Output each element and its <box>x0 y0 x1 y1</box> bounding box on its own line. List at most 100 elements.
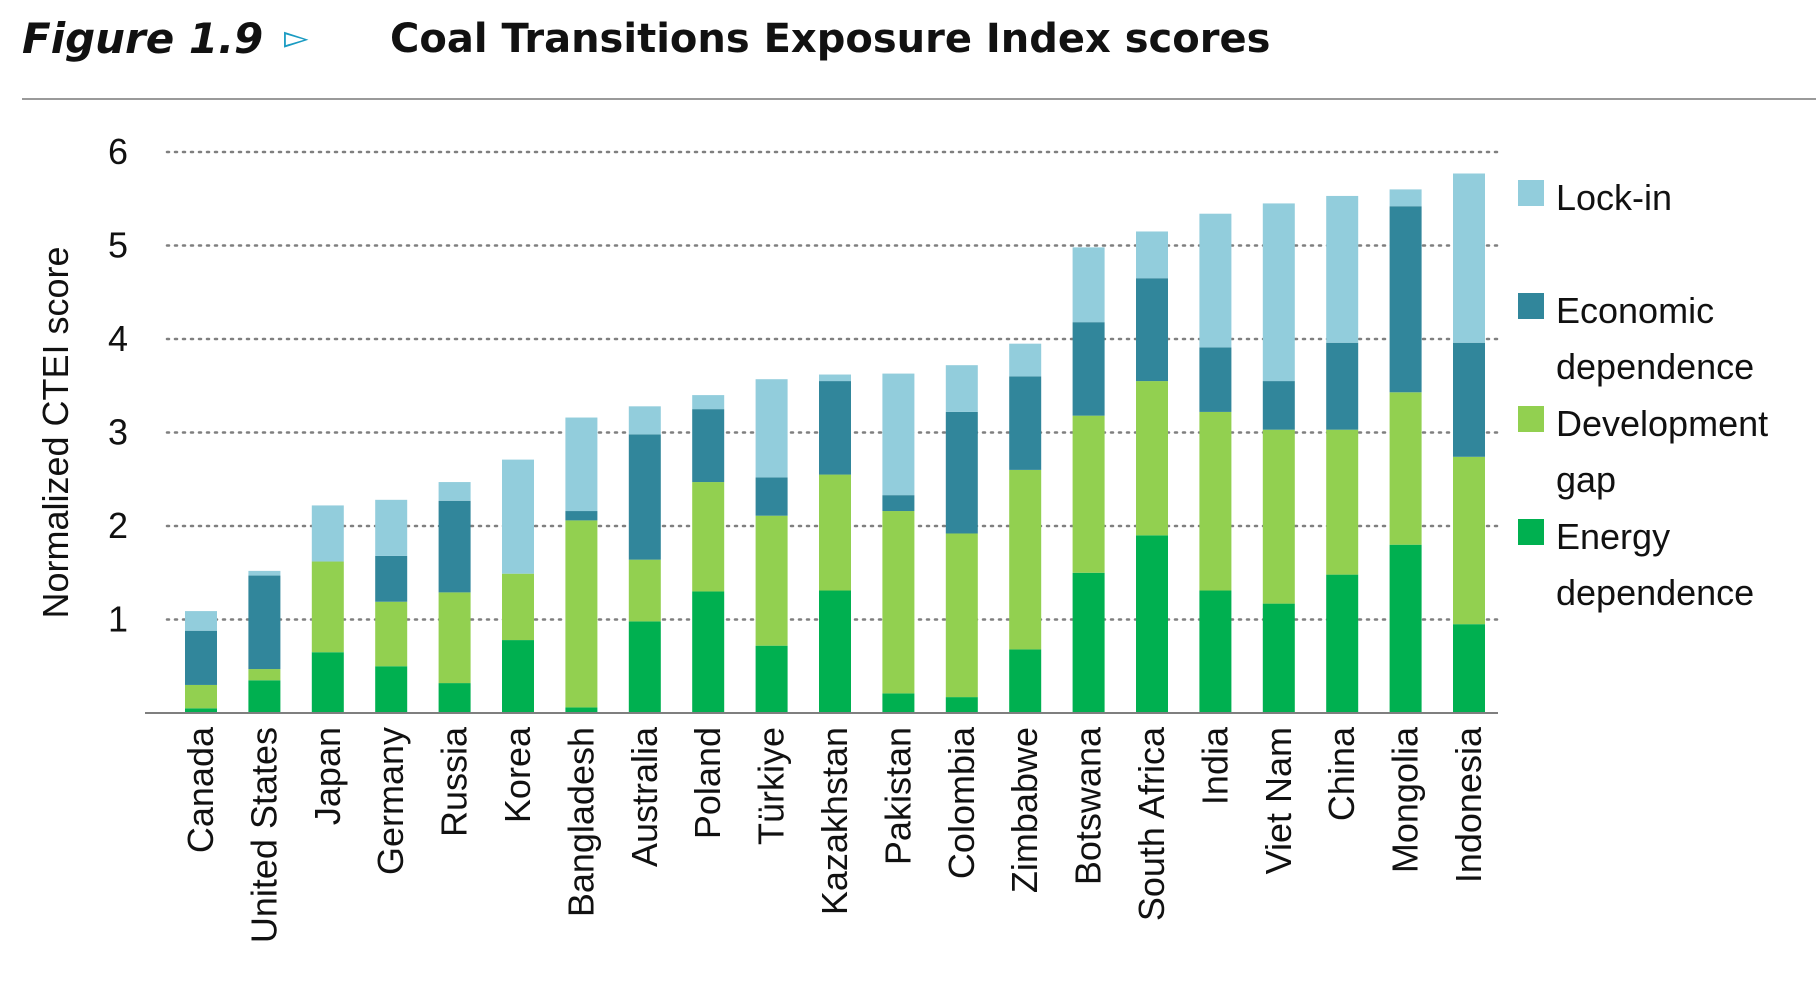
bar-segment-lock-in <box>819 374 851 382</box>
bar-segment-development-gap <box>1326 429 1359 575</box>
y-tick-label: 2 <box>108 505 128 546</box>
bar-segment-lock-in <box>945 365 978 412</box>
bar-segment-lock-in <box>628 406 661 435</box>
bar-segment-economic-dependence <box>1072 322 1105 416</box>
x-tick-label: Indonesia <box>1448 726 1489 883</box>
bar-segment-economic-dependence <box>1136 278 1168 382</box>
bar-segment-lock-in <box>1136 231 1168 279</box>
legend-label: Development gap <box>1556 396 1806 508</box>
legend-swatch <box>1518 406 1544 432</box>
bar-segment-development-gap <box>1199 411 1232 591</box>
bar-segment-economic-dependence <box>882 495 915 512</box>
bar-segment-lock-in <box>1262 203 1295 382</box>
bar-segment-lock-in <box>185 611 217 631</box>
bar-segment-economic-dependence <box>819 381 851 475</box>
bar-segment-development-gap <box>945 533 978 698</box>
y-tick-label: 3 <box>108 412 128 453</box>
bar-segment-development-gap <box>1453 456 1485 625</box>
bar-segment-economic-dependence <box>438 500 471 593</box>
bar-segment-development-gap <box>628 559 661 622</box>
bar-segment-economic-dependence <box>565 511 598 521</box>
x-tick-label: Colombia <box>941 726 982 879</box>
x-tick-label: China <box>1321 726 1362 821</box>
bar-segment-economic-dependence <box>628 434 661 560</box>
bar-segment-energy-dependence <box>755 645 788 713</box>
bar-segment-lock-in <box>438 482 471 501</box>
bar-segment-lock-in <box>1199 213 1232 348</box>
bar-segment-energy-dependence <box>628 621 661 713</box>
y-tick-label: 5 <box>108 225 128 266</box>
bar-segment-energy-dependence <box>502 640 534 713</box>
bar-segment-lock-in <box>1072 247 1105 323</box>
bar-segment-development-gap <box>882 511 915 694</box>
x-tick-label: Türkiye <box>751 727 792 845</box>
bar-segment-economic-dependence <box>692 409 725 483</box>
bar-segment-energy-dependence <box>248 680 281 713</box>
bar-segment-development-gap <box>1072 415 1105 573</box>
bar-segment-lock-in <box>311 505 344 562</box>
legend-label-line: Lock-in <box>1556 177 1673 218</box>
bar-segment-energy-dependence <box>882 693 915 713</box>
bar-segment-energy-dependence <box>1389 544 1422 713</box>
bar-segment-economic-dependence <box>1453 342 1485 457</box>
bar-segment-development-gap <box>375 601 408 667</box>
x-tick-label: Viet Nam <box>1258 727 1299 874</box>
bar-segment-lock-in <box>1009 343 1042 377</box>
x-tick-label: South Africa <box>1131 726 1172 921</box>
x-tick-label: United States <box>243 727 284 943</box>
bar-segment-energy-dependence <box>1262 603 1295 713</box>
bar-segment-energy-dependence <box>311 652 344 713</box>
legend-label-line: dependence <box>1556 572 1755 613</box>
x-tick-label: Russia <box>434 726 475 837</box>
x-tick-label: Mongolia <box>1385 726 1426 873</box>
bar-segment-development-gap <box>1389 392 1422 545</box>
bar-segment-development-gap <box>565 520 598 708</box>
bar-segment-economic-dependence <box>248 575 281 670</box>
bar-segment-lock-in <box>755 379 788 478</box>
bar-segment-lock-in <box>1389 189 1422 207</box>
bar-segment-development-gap <box>692 482 725 592</box>
bar-segment-lock-in <box>1453 173 1485 343</box>
bar-segment-energy-dependence <box>1453 624 1485 713</box>
figure-title: Coal Transitions Exposure Index scores <box>390 16 1271 62</box>
bar-segment-economic-dependence <box>1009 376 1042 470</box>
bar-segment-energy-dependence <box>1326 574 1359 713</box>
bar-segment-economic-dependence <box>755 477 788 516</box>
bar-segment-energy-dependence <box>565 707 598 713</box>
bar-segment-energy-dependence <box>1199 590 1232 713</box>
legend-label-line: Development <box>1556 403 1769 444</box>
legend-label-line: dependence <box>1556 346 1755 387</box>
bar-segment-economic-dependence <box>1199 347 1232 412</box>
legend-label: Lock-in <box>1556 170 1806 226</box>
y-tick-label: 6 <box>108 131 128 172</box>
bar-segment-development-gap <box>1136 381 1168 536</box>
x-tick-label: Bangladesh <box>560 727 601 917</box>
bar-segment-economic-dependence <box>1389 206 1422 393</box>
bar-segment-development-gap <box>502 573 534 641</box>
legend-label: Economic dependence <box>1556 283 1806 395</box>
bar-segment-energy-dependence <box>1072 572 1105 713</box>
bar-segment-energy-dependence <box>375 666 408 713</box>
bar-segment-energy-dependence <box>438 683 471 713</box>
legend-swatch <box>1518 293 1544 319</box>
x-tick-label: Zimbabwe <box>1004 727 1045 893</box>
legend-label-line: Economic <box>1556 290 1715 331</box>
bar-segment-energy-dependence <box>1136 535 1168 713</box>
bar-segment-development-gap <box>755 515 788 646</box>
bar-segment-economic-dependence <box>185 630 217 685</box>
legend-swatch <box>1518 519 1544 545</box>
bar-segment-development-gap <box>438 592 471 684</box>
x-tick-label: Japan <box>307 727 348 825</box>
bar-segment-lock-in <box>502 459 534 574</box>
x-tick-label: Germany <box>370 727 411 875</box>
x-tick-label: Botswana <box>1068 726 1109 885</box>
header-divider <box>22 98 1816 100</box>
x-tick-label: Poland <box>687 727 728 839</box>
y-tick-label: 1 <box>108 599 128 640</box>
bar-segment-development-gap <box>819 474 851 591</box>
bar-segment-energy-dependence <box>185 708 217 713</box>
bar-segment-energy-dependence <box>1009 649 1042 713</box>
y-axis-title: Normalized CTEI score <box>35 246 76 618</box>
bar-segment-energy-dependence <box>819 590 851 713</box>
